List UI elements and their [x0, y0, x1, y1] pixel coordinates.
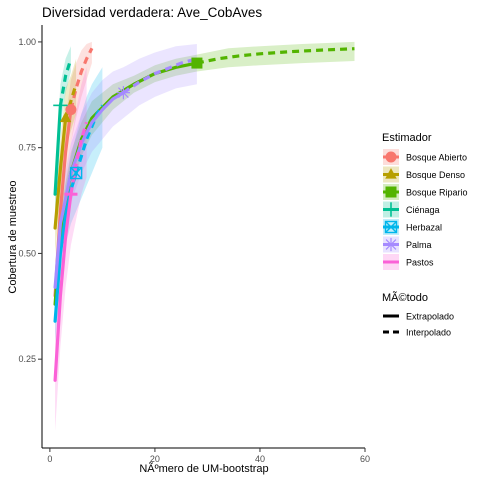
y-axis-label: Cobertura de muestreo — [7, 180, 19, 293]
legend-item-pastos: Pastos — [383, 254, 434, 270]
extrapolated-line-herbazal — [74, 104, 104, 174]
legend-item-bosque-abierto: Bosque Abierto — [383, 149, 467, 165]
legend-shape-palma-d2 — [385, 239, 397, 250]
x-axis-ticks: 0 20 40 60 — [47, 448, 370, 464]
observed-point-herbazal-d2 — [70, 167, 83, 180]
observed-point-bosque-abierto — [65, 104, 77, 116]
observed-point-herbazal — [69, 166, 83, 180]
legend-shape-bosque-abierto — [385, 151, 397, 163]
x-tick-label-60: 60 — [360, 454, 370, 464]
extrapolated-line-cienaga — [58, 58, 73, 106]
legend-label-pastos: Pastos — [406, 258, 434, 268]
legend-item-bosque-denso: Bosque Denso — [383, 166, 465, 183]
legend-shape-cienaga — [383, 202, 399, 217]
extrapolated-line-palma — [122, 57, 198, 95]
observed-point-herbazal-box — [69, 166, 83, 180]
y-tick-label-0-75: 0.75 — [18, 143, 36, 153]
observed-point-palma — [116, 86, 131, 100]
interpolated-line-herbazal — [53, 171, 78, 323]
observed-point-palma-d2 — [118, 87, 129, 99]
legend-title-estimador: Estimador — [382, 132, 432, 144]
band-palma — [55, 44, 197, 313]
extrapolated-line-bosque-abierto — [69, 47, 94, 110]
legend-shape-herbazal — [384, 220, 398, 234]
x-tick-label-40: 40 — [255, 454, 265, 464]
extrapolated-line-pastos — [69, 121, 89, 195]
interpolated-line-bosque-denso — [53, 116, 68, 230]
x-tick-label-0: 0 — [47, 454, 52, 464]
interpolated-line-pastos — [53, 192, 73, 382]
legend-methods: Extrapolado Interpolado — [383, 312, 454, 338]
band-herbazal — [55, 67, 103, 343]
series-lines — [53, 47, 355, 382]
chart-title: Diversidad verdadera: Ave_CobAves — [42, 5, 262, 20]
legend-label-cienaga: Ciénaga — [406, 205, 440, 215]
legend-shape-bosque-ripario — [385, 186, 397, 198]
legend-shape-palma — [384, 237, 398, 252]
observed-point-bosque-denso — [59, 111, 72, 123]
y-tick-label-0-25: 0.25 — [18, 354, 36, 364]
legend-shape-herbazal-d2 — [385, 221, 397, 233]
observed-point-cienaga — [53, 98, 68, 113]
legend-label-herbazal: Herbazal — [406, 223, 442, 233]
x-axis-label: NÃºmero de UM-bootstrap — [139, 462, 268, 475]
y-tick-label-1-00: 1.00 — [18, 37, 36, 47]
legend-item-palma: Palma — [383, 236, 432, 253]
legend-shape-bosque-denso — [385, 168, 397, 179]
legend-method-label-extrapolado: Extrapolado — [406, 312, 454, 322]
legend-label-palma: Palma — [406, 240, 432, 250]
interpolated-line-cienaga — [53, 103, 62, 196]
x-tick-label-20: 20 — [150, 454, 160, 464]
legend-method-label-interpolado: Interpolado — [406, 328, 451, 338]
legend-item-cienaga: Ciénaga — [383, 201, 440, 218]
extrapolated-line-bosque-ripario — [196, 47, 355, 65]
observed-points — [53, 57, 203, 196]
observed-point-bosque-ripario — [191, 57, 203, 69]
legend-label-bosque-ripario: Bosque Ripario — [406, 188, 468, 198]
legend-label-bosque-abierto: Bosque Abierto — [406, 153, 467, 163]
legend-title-metodo: MÃ©todo — [382, 291, 428, 304]
legend-item-herbazal: Herbazal — [383, 219, 442, 235]
y-tick-label-0-50: 0.50 — [18, 248, 36, 258]
legend-shape-herbazal-box — [384, 220, 398, 234]
interpolated-line-palma — [53, 91, 125, 289]
legend-method-interpolado: Interpolado — [383, 328, 451, 338]
legend-item-bosque-ripario: Bosque Ripario — [383, 184, 468, 200]
legend-label-bosque-denso: Bosque Denso — [406, 170, 465, 180]
y-axis-ticks: 0.25 0.50 0.75 1.00 — [18, 37, 42, 364]
legend-series: Bosque Abierto Bosque Denso Bosque Ripario… — [383, 149, 468, 270]
legend-method-extrapolado: Extrapolado — [383, 312, 454, 322]
